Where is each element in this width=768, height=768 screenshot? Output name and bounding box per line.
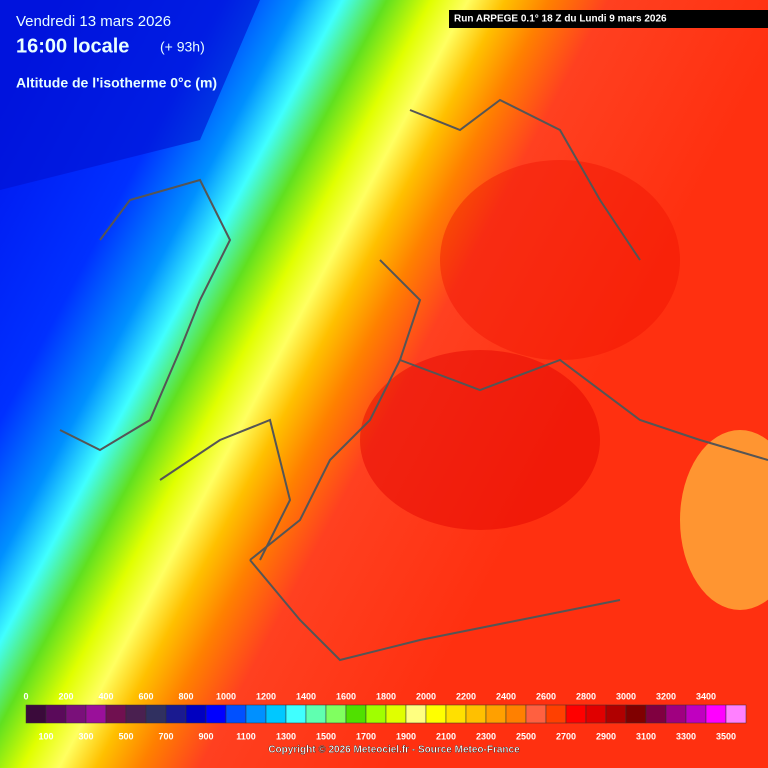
legend-swatch [645,704,667,724]
legend-label: 400 [98,691,113,701]
legend-swatch [185,704,207,724]
legend-swatch [545,704,567,724]
legend-label: 3300 [676,731,696,741]
legend-swatch [465,704,487,724]
legend-label: 900 [198,731,213,741]
run-info: Run ARPEGE 0.1° 18 Z du Lundi 9 mars 202… [454,14,667,25]
lead-time: (+ 93h) [160,39,205,55]
legend-label: 3100 [636,731,656,741]
legend-label: 1700 [356,731,376,741]
legend-label: 200 [58,691,73,701]
parameter: Altitude de l'isotherme 0°c (m) [16,75,217,91]
legend-label: 3500 [716,731,736,741]
legend-swatch [65,704,87,724]
legend-label: 800 [178,691,193,701]
legend-label: 2300 [476,731,496,741]
legend-swatch [625,704,647,724]
legend-swatch [505,704,527,724]
time: 16:00 locale [16,35,129,57]
legend-swatch [485,704,507,724]
legend: 0 200 400 600 800 1000 1200 1400 1600 1800 2000 220… [23,691,747,741]
legend-label: 1000 [216,691,236,701]
legend-label: 1800 [376,691,396,701]
legend-swatch [525,704,547,724]
legend-label: 1100 [236,731,256,741]
legend-swatch [305,704,327,724]
legend-label: 1600 [336,691,356,701]
legend-swatch [245,704,267,724]
legend-swatch [45,704,67,724]
legend-label: 1200 [256,691,276,701]
cool-area [680,430,768,610]
date: Vendredi 13 mars 2026 [16,13,171,30]
legend-label: 500 [118,731,133,741]
legend-label: 2600 [536,691,556,701]
legend-swatch [325,704,347,724]
legend-swatch [205,704,227,724]
legend-swatch [565,704,587,724]
legend-swatch [365,704,387,724]
legend-label: 1400 [296,691,316,701]
legend-label: 1500 [316,731,336,741]
legend-label: 2400 [496,691,516,701]
legend-swatch [665,704,687,724]
legend-label: 3400 [696,691,716,701]
legend-swatch [445,704,467,724]
cold-area [0,0,260,190]
legend-swatch [165,704,187,724]
legend-swatch [685,704,707,724]
legend-swatch [725,704,747,724]
legend-label: 2000 [416,691,436,701]
legend-label: 0 [23,691,28,701]
legend-label: 1300 [276,731,296,741]
legend-label: 2200 [456,691,476,701]
legend-swatch [605,704,627,724]
legend-swatch [85,704,107,724]
legend-label: 2500 [516,731,536,741]
legend-label: 2700 [556,731,576,741]
legend-swatch [105,704,127,724]
legend-label: 2900 [596,731,616,741]
legend-label: 2100 [436,731,456,741]
legend-label: 1900 [396,731,416,741]
legend-label: 100 [38,731,53,741]
legend-label: 700 [158,731,173,741]
legend-label: 300 [78,731,93,741]
legend-label: 2800 [576,691,596,701]
legend-swatch [585,704,607,724]
borders [59,98,768,662]
legend-swatch [25,704,47,724]
legend-swatch [125,704,147,724]
warm-core [360,350,600,530]
legend-swatch [705,704,727,724]
legend-swatch [285,704,307,724]
copyright: Copyright © 2026 Meteociel.fr - Source M… [268,745,520,756]
legend-swatch [145,704,167,724]
legend-swatch [385,704,407,724]
legend-swatch [225,704,247,724]
run-box [449,10,768,28]
legend-label: 600 [138,691,153,701]
legend-swatch [425,704,447,724]
warm-core [440,160,680,360]
legend-label: 3200 [656,691,676,701]
legend-swatch [405,704,427,724]
legend-label: 3000 [616,691,636,701]
legend-swatch [265,704,287,724]
legend-swatch [345,704,367,724]
